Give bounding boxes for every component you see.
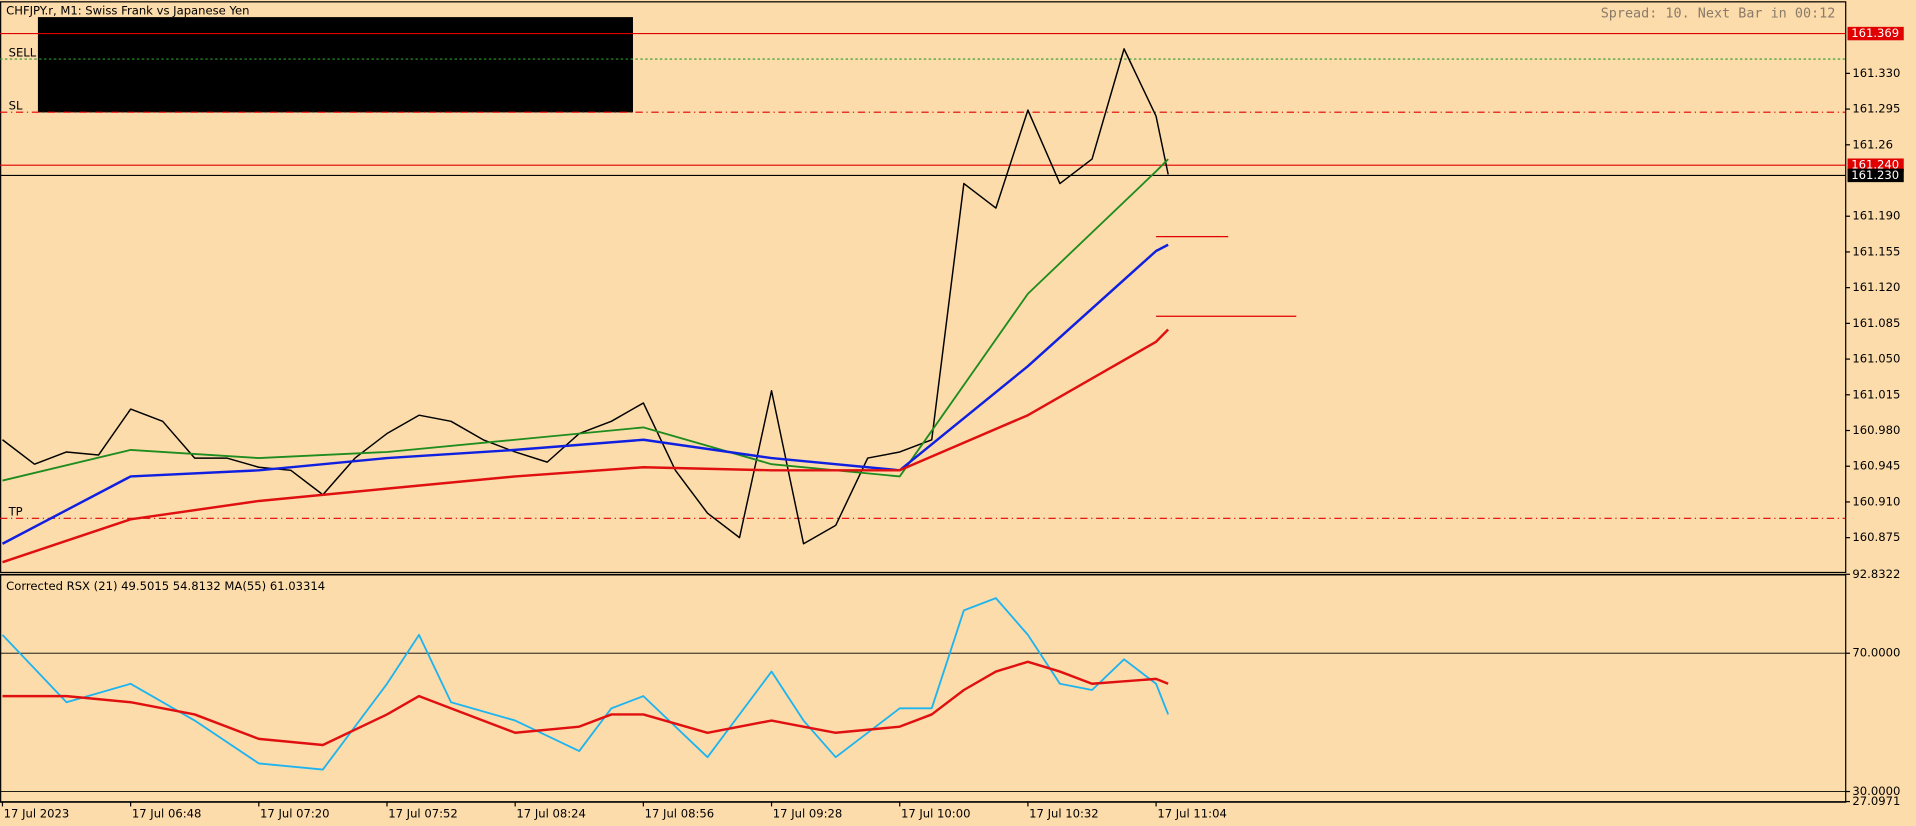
y-tick-label: 92.8322 <box>1852 567 1900 581</box>
x-tick-label: 17 Jul 11:04 <box>1157 806 1227 820</box>
x-tick-label: 17 Jul 08:56 <box>645 806 715 820</box>
indicator-title: Corrected RSX (21) 49.5015 54.8132 MA(55… <box>6 579 325 593</box>
y-tick-label: 161.050 <box>1852 352 1900 366</box>
y-tick-label: 161.295 <box>1852 102 1900 116</box>
status: Spread: 10. Next Bar in 00:12 <box>1601 6 1836 21</box>
price-tag-label: 161.230 <box>1851 168 1899 182</box>
series-line <box>1 243 1169 545</box>
y-tick-label: 161.015 <box>1852 387 1900 401</box>
x-tick-label: 17 Jul 10:00 <box>901 806 971 820</box>
y-tick-label: 161.120 <box>1852 280 1900 294</box>
y-tick-label: 70.0000 <box>1852 646 1900 660</box>
series-line <box>2 48 1169 545</box>
y-tick-label: 27.0971 <box>1852 794 1900 808</box>
price-tag <box>1847 26 1904 41</box>
y-tick-label: 161.190 <box>1852 209 1900 223</box>
x-tick-label: 17 Jul 07:52 <box>388 806 458 820</box>
x-tick-label: 17 Jul 07:20 <box>260 806 330 820</box>
price-tag <box>1847 158 1904 172</box>
level-label: SL <box>9 99 23 113</box>
y-tick-label: 160.875 <box>1852 530 1900 544</box>
x-tick-label: 17 Jul 06:48 <box>132 806 202 820</box>
series-line <box>2 660 1169 747</box>
y-tick-label: 161.085 <box>1852 316 1900 330</box>
price-tag <box>1847 168 1904 183</box>
x-tick-label: 17 Jul 10:32 <box>1029 806 1099 820</box>
price-tag-label: 161.369 <box>1851 26 1899 40</box>
y-tick-label: 160.980 <box>1852 423 1900 437</box>
level-label: SELL <box>9 45 37 59</box>
rsx-frame <box>0 574 1847 803</box>
level-label: TP <box>8 505 23 519</box>
x-tick-label: 17 Jul 08:24 <box>516 806 586 820</box>
x-tick-label: 17 Jul 2023 <box>4 806 70 820</box>
trade-panel <box>37 17 633 113</box>
price-tag-label: 161.240 <box>1851 158 1899 172</box>
series-line <box>2 158 1169 482</box>
y-tick-label: 160.945 <box>1852 459 1900 473</box>
x-tick-label: 17 Jul 09:28 <box>773 806 843 820</box>
y-tick-label: 30.0000 <box>1852 784 1900 798</box>
chart-symbol: CHFJPY.r, M1: Swiss Frank vs Japanese Ye… <box>6 3 249 17</box>
y-tick-label: 161.330 <box>1852 66 1900 80</box>
y-tick-label: 160.910 <box>1852 494 1900 508</box>
y-tick-label: 161.26 <box>1852 137 1893 151</box>
y-tick-label: 161.155 <box>1852 244 1900 258</box>
series-line <box>2 328 1170 564</box>
